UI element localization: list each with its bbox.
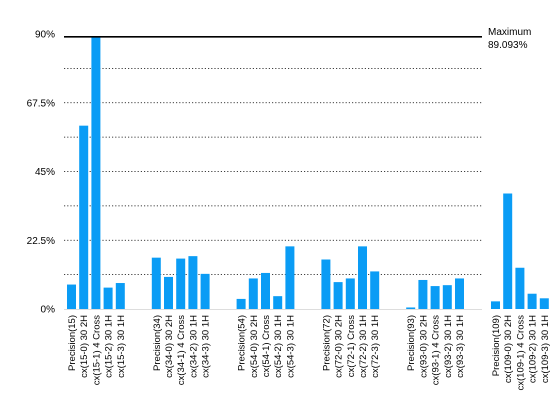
x-tick-label: cx(34-1) 4 Cross: [176, 315, 187, 385]
x-tick-label: cx(34-0) 30 2H: [164, 315, 175, 378]
x-tick-label: cx(72-2) 30 1H: [358, 315, 369, 378]
x-tick-label: cx(34-2) 30 1H: [188, 315, 199, 378]
bar: [358, 246, 367, 309]
x-tick-label: cx(109-1) 4 Cross: [515, 315, 526, 391]
bar: [91, 36, 101, 309]
x-tick-label: Precision(34): [152, 315, 163, 371]
bar: [151, 257, 161, 309]
y-tick-label: 0%: [41, 305, 56, 316]
bar: [248, 278, 258, 309]
bar: [321, 259, 331, 309]
x-tick-label: cx(109-0) 30 2H: [503, 315, 514, 383]
bar: [67, 284, 76, 309]
bar: [491, 301, 500, 309]
maximum-label: Maximum: [488, 27, 531, 38]
bar: [527, 293, 537, 309]
x-tick-label: cx(15-3) 30 1H: [116, 315, 127, 378]
bar: [345, 278, 355, 309]
x-tick-label: cx(109-2) 30 1H: [528, 315, 539, 383]
maximum-line: Maximum 89.093%: [64, 27, 531, 51]
x-tick-label: cx(72-3) 30 1H: [370, 315, 381, 378]
x-tick-label: cx(93-3) 30 1H: [455, 315, 466, 378]
bar: [103, 287, 113, 309]
bars: [67, 36, 549, 310]
y-axis: 0% 22.5% 45% 67.5% 90%: [27, 30, 55, 316]
bar: [236, 298, 246, 309]
bar: [115, 283, 125, 309]
x-tick-label: cx(109-3) 30 1H: [540, 315, 551, 383]
x-tick-label: cx(15-0) 30 2H: [79, 315, 90, 378]
bar: [430, 286, 440, 309]
bar: [188, 256, 198, 309]
x-tick-label: Precision(72): [321, 315, 332, 371]
bar: [455, 278, 464, 309]
y-tick-label: 22.5%: [27, 236, 55, 247]
x-axis: Precision(15) cx(15-0) 30 2H cx(15-1) 4 Cr…: [67, 315, 551, 391]
bar: [539, 298, 549, 309]
bar: [273, 296, 283, 309]
y-tick-label: 45%: [35, 167, 55, 178]
bar: [370, 271, 380, 309]
x-tick-label: Precision(109): [491, 315, 502, 376]
maximum-value-label: 89.093%: [488, 40, 528, 51]
x-tick-label: Precision(15): [67, 315, 78, 371]
x-tick-label: cx(93-2) 30 1H: [443, 315, 454, 378]
bar: [261, 272, 270, 309]
bar: [442, 285, 452, 309]
x-tick-label: cx(54-0) 30 2H: [249, 315, 260, 378]
gridlines: [64, 67, 482, 310]
x-tick-label: cx(54-1) Cross: [261, 315, 272, 378]
bar: [515, 267, 525, 309]
x-tick-label: cx(72-0) 30 2H: [334, 315, 345, 378]
x-tick-label: cx(54-2) 30 1H: [273, 315, 284, 378]
bar: [79, 125, 89, 310]
bar: [164, 276, 173, 309]
x-tick-label: cx(54-3) 30 1H: [285, 315, 296, 378]
x-tick-label: cx(72-1) Cross: [346, 315, 357, 378]
bar: [333, 282, 343, 309]
y-tick-label: 67.5%: [27, 98, 55, 109]
bar: [176, 258, 186, 309]
x-tick-label: cx(93-1) 4 Cross: [431, 315, 442, 385]
x-tick-label: Precision(93): [406, 315, 417, 371]
x-tick-label: cx(34-3) 30 1H: [201, 315, 212, 378]
x-tick-label: cx(15-1) 4 Cross: [91, 315, 102, 385]
bar: [406, 307, 416, 309]
x-tick-label: cx(93-0) 30 2H: [418, 315, 429, 378]
x-tick-label: Precision(54): [237, 315, 248, 371]
bar: [285, 246, 295, 309]
bar: [200, 273, 210, 309]
bar: [503, 193, 513, 309]
x-tick-label: cx(15-2) 30 1H: [104, 315, 115, 378]
y-tick-label: 90%: [35, 30, 55, 41]
bar: [418, 279, 428, 309]
